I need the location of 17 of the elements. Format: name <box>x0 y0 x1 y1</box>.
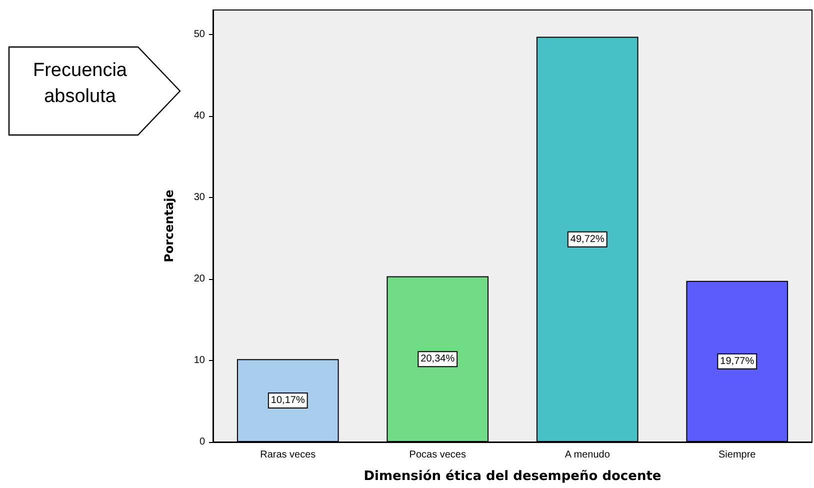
x-tick-label: Siempre <box>718 450 756 460</box>
y-tick-label: 20 <box>194 273 206 284</box>
text: Frecuencia absoluta <box>32 59 128 109</box>
x-tick-label: Pocas veces <box>409 450 466 460</box>
data-label: 19,77% <box>720 356 754 367</box>
y-tick-label: 50 <box>194 28 206 40</box>
y-axis-title: Porcentaje <box>162 190 176 262</box>
data-label: 10,17% <box>270 395 305 406</box>
y-tick-label: 40 <box>194 110 206 122</box>
y-tick-label: 10 <box>194 354 206 366</box>
data-label: 49,72% <box>570 234 604 245</box>
data-label: 20,34% <box>420 354 455 365</box>
x-tick-label: Raras veces <box>260 450 316 460</box>
x-axis-title: Dimensión ética del desempeño docente <box>364 469 662 484</box>
y-tick-label: 0 <box>199 436 206 448</box>
x-tick-label: A menudo <box>564 450 610 460</box>
y-tick-label: 30 <box>194 192 206 203</box>
